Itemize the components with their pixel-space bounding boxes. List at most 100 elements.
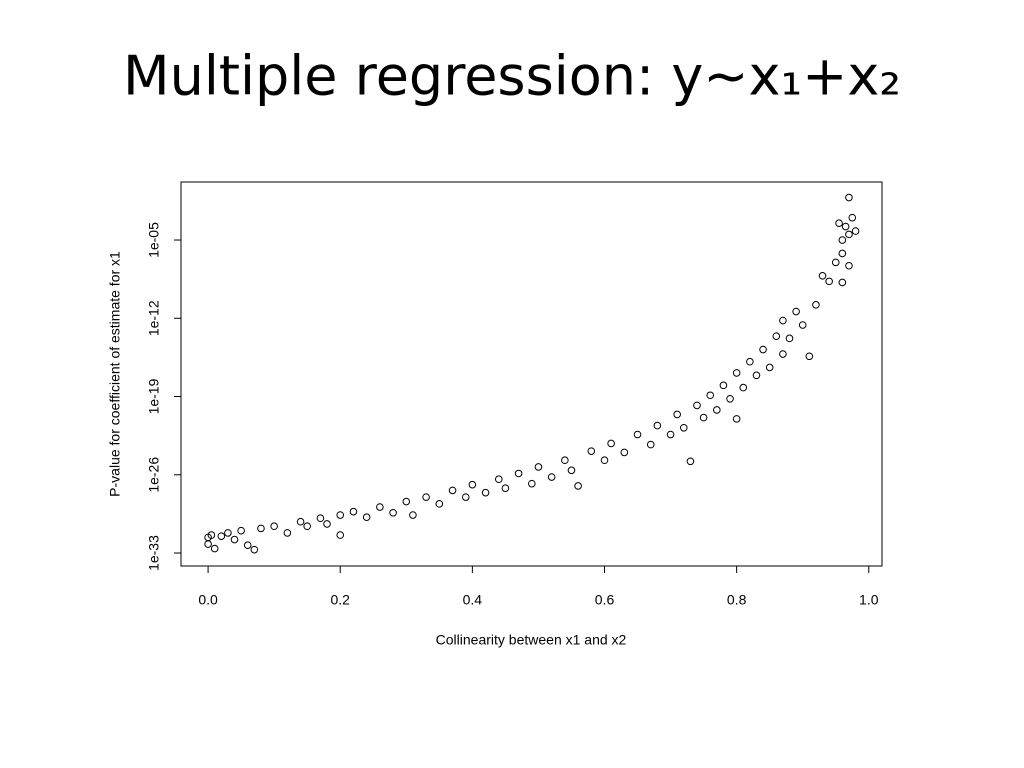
y-tick-label: 1e-26 <box>146 457 162 493</box>
point <box>779 350 787 358</box>
point <box>673 410 681 419</box>
point <box>825 277 833 286</box>
x-tick-label: 0.6 <box>595 592 615 608</box>
y-axis-title: P-value for coefficient of estimate for … <box>107 251 123 497</box>
point <box>845 193 853 202</box>
point <box>779 316 787 325</box>
point <box>838 249 847 258</box>
point <box>633 430 642 439</box>
point <box>349 507 358 516</box>
point <box>818 271 827 280</box>
point <box>653 421 662 430</box>
point <box>699 413 708 422</box>
point <box>461 493 470 501</box>
point <box>679 423 688 432</box>
plot-frame <box>180 181 883 567</box>
point <box>481 488 490 497</box>
point <box>739 383 748 392</box>
point <box>207 531 216 539</box>
point <box>841 222 850 231</box>
point <box>435 500 444 508</box>
point <box>732 415 741 423</box>
point <box>376 503 384 511</box>
point <box>706 391 715 400</box>
point <box>270 522 278 531</box>
point <box>838 236 847 244</box>
point <box>851 227 860 235</box>
slide-title: Multiple regression: y~x₁+x₂ <box>123 45 901 108</box>
point <box>296 517 305 526</box>
point <box>528 479 536 488</box>
point <box>845 261 853 270</box>
point <box>250 545 259 554</box>
point <box>666 430 675 439</box>
point <box>798 321 807 329</box>
y-tick-label: 1e-19 <box>146 378 162 414</box>
point <box>402 497 411 506</box>
point <box>534 463 543 471</box>
point <box>732 369 741 377</box>
point <box>561 456 569 465</box>
point <box>587 447 596 455</box>
point <box>501 484 510 492</box>
point <box>243 541 252 550</box>
y-tick-label: 1e-12 <box>146 300 162 336</box>
point <box>746 357 754 366</box>
point <box>693 401 701 410</box>
point <box>409 511 417 519</box>
point <box>468 480 477 489</box>
y-tick-label: 1e-05 <box>146 222 162 258</box>
point <box>759 345 767 354</box>
point <box>547 473 556 481</box>
point <box>812 301 820 309</box>
point <box>230 535 239 544</box>
point <box>620 448 629 457</box>
point <box>686 457 695 466</box>
x-tick-label: 1.0 <box>859 592 879 608</box>
point <box>316 514 325 523</box>
point <box>283 529 292 537</box>
point <box>831 258 840 267</box>
point <box>719 381 728 390</box>
point <box>713 406 721 414</box>
point <box>323 520 331 528</box>
point <box>752 371 761 380</box>
point <box>336 511 345 519</box>
point <box>448 486 457 495</box>
x-tick-label: 0.8 <box>727 592 747 608</box>
x-tick-label: 0.4 <box>463 592 483 608</box>
point <box>494 475 503 484</box>
point <box>389 508 397 517</box>
point <box>845 230 853 239</box>
point <box>785 334 794 343</box>
point <box>362 513 371 522</box>
point <box>607 439 615 448</box>
point <box>765 363 774 372</box>
point <box>204 540 212 548</box>
point <box>726 394 734 403</box>
x-tick-label: 0.2 <box>330 592 350 608</box>
point <box>574 482 582 490</box>
x-tick-label: 0.0 <box>198 592 218 608</box>
point <box>210 544 219 553</box>
point <box>336 531 345 539</box>
point <box>805 352 814 361</box>
point <box>422 493 430 501</box>
point <box>848 213 857 222</box>
x-axis-title: Collinearity between x1 and x2 <box>436 632 627 648</box>
y-tick-label: 1e-33 <box>146 535 162 571</box>
point <box>224 529 232 537</box>
point <box>567 466 576 475</box>
point <box>217 532 226 540</box>
point <box>772 332 781 340</box>
point <box>237 526 245 535</box>
point <box>835 219 843 227</box>
point <box>514 469 523 478</box>
point <box>303 522 311 531</box>
point <box>600 456 609 465</box>
point <box>646 440 655 449</box>
point <box>838 278 847 287</box>
point <box>257 524 265 533</box>
